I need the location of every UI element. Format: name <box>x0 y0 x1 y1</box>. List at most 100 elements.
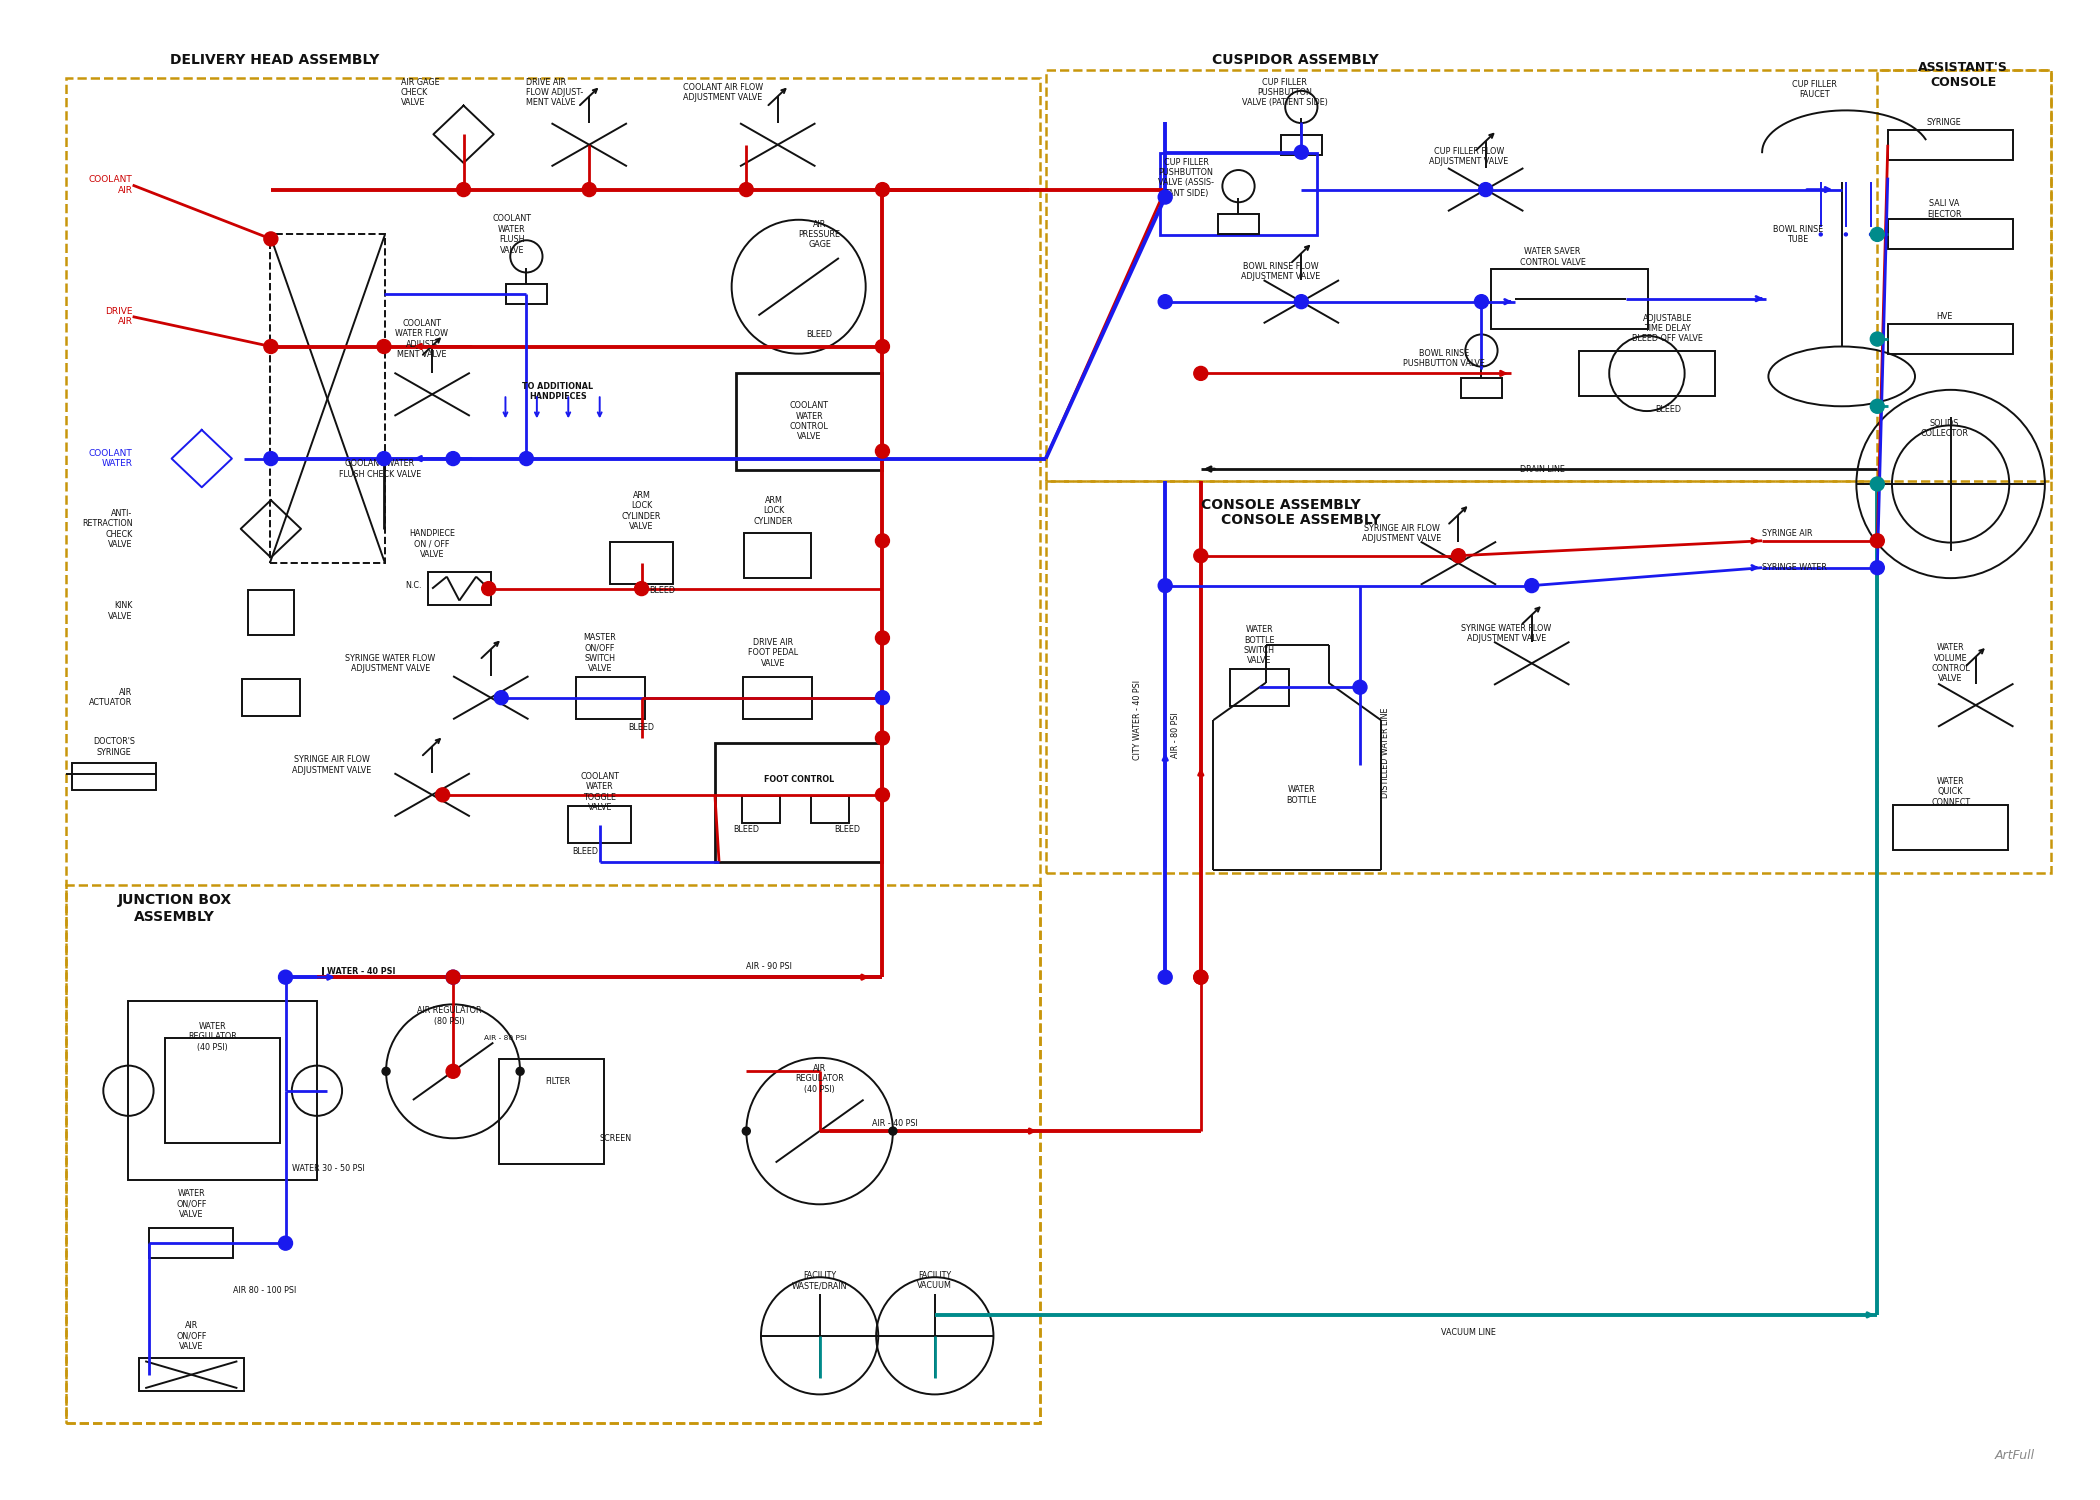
Circle shape <box>519 452 533 465</box>
Text: BOWL RINSE
TUBE: BOWL RINSE TUBE <box>1772 225 1823 245</box>
Text: DISTILLED WATER LINE: DISTILLED WATER LINE <box>1380 708 1390 798</box>
Text: FILTER: FILTER <box>546 1077 571 1086</box>
Text: CUP FILLER
FAUCET: CUP FILLER FAUCET <box>1791 80 1838 99</box>
Text: WATER
QUICK
CONNECT: WATER QUICK CONNECT <box>1932 777 1970 807</box>
Text: JUNCTION BOX
ASSEMBLY: JUNCTION BOX ASSEMBLY <box>118 894 231 924</box>
Bar <box>611 543 672 584</box>
Circle shape <box>279 1236 292 1250</box>
Circle shape <box>1871 561 1884 574</box>
Bar <box>166 1038 279 1143</box>
Bar <box>128 1000 317 1180</box>
Circle shape <box>517 1068 525 1076</box>
Text: WATER
ON/OFF
VALVE: WATER ON/OFF VALVE <box>176 1190 206 1219</box>
Bar <box>248 590 294 634</box>
Circle shape <box>741 1126 750 1136</box>
Text: AIR
PRESSURE
GAGE: AIR PRESSURE GAGE <box>798 219 840 249</box>
Circle shape <box>876 183 890 196</box>
Text: BOWL RINSE
PUSHBUTTON VALVE: BOWL RINSE PUSHBUTTON VALVE <box>1403 350 1485 368</box>
Circle shape <box>1193 970 1208 984</box>
Text: SYRINGE WATER: SYRINGE WATER <box>1762 562 1827 572</box>
Bar <box>1579 351 1716 396</box>
Text: WATER
VOLUME
CONTROL
VALVE: WATER VOLUME CONTROL VALVE <box>1932 644 1970 684</box>
Text: CUP FILLER FLOW
ADJUSTMENT VALVE: CUP FILLER FLOW ADJUSTMENT VALVE <box>1430 147 1508 166</box>
Circle shape <box>1525 579 1539 592</box>
Circle shape <box>445 452 460 465</box>
Circle shape <box>378 452 391 465</box>
Bar <box>65 78 1040 1422</box>
Circle shape <box>445 1065 460 1078</box>
Text: AIR - 80 PSI: AIR - 80 PSI <box>485 1035 527 1041</box>
Bar <box>500 1059 605 1164</box>
Bar <box>714 742 882 862</box>
Circle shape <box>1869 232 1873 236</box>
Circle shape <box>1193 366 1208 381</box>
Text: AIR - 40 PSI: AIR - 40 PSI <box>872 1119 918 1128</box>
Bar <box>1159 153 1317 236</box>
Text: ASSISTANT'S
CONSOLE: ASSISTANT'S CONSOLE <box>1917 60 2008 88</box>
Text: AIR - 80 PSI: AIR - 80 PSI <box>1172 712 1180 758</box>
Text: COOLANT
WATER: COOLANT WATER <box>88 448 132 468</box>
Text: AIR 80 - 100 PSI: AIR 80 - 100 PSI <box>233 1287 296 1296</box>
Text: DRIVE AIR
FLOW ADJUST-
MENT VALVE: DRIVE AIR FLOW ADJUST- MENT VALVE <box>527 78 584 108</box>
Bar <box>269 234 384 562</box>
Bar <box>1877 70 2052 873</box>
Text: FACILITY
VACUUM: FACILITY VACUUM <box>918 1270 951 1290</box>
Circle shape <box>582 183 596 196</box>
Text: DRAIN LINE: DRAIN LINE <box>1520 465 1564 474</box>
Bar <box>1491 268 1649 328</box>
Circle shape <box>876 690 890 705</box>
Bar <box>1046 482 1877 873</box>
Circle shape <box>378 339 391 354</box>
Text: FACILITY
WASTE/DRAIN: FACILITY WASTE/DRAIN <box>792 1270 848 1290</box>
Text: CITY WATER - 40 PSI: CITY WATER - 40 PSI <box>1134 680 1142 760</box>
Circle shape <box>279 970 292 984</box>
Bar <box>1888 130 2014 159</box>
Text: BLEED: BLEED <box>628 723 655 732</box>
Text: MASTER
ON/OFF
SWITCH
VALVE: MASTER ON/OFF SWITCH VALVE <box>584 633 615 674</box>
Circle shape <box>876 730 890 746</box>
Text: COOLANT AIR FLOW
ADJUSTMENT VALVE: COOLANT AIR FLOW ADJUSTMENT VALVE <box>682 82 764 102</box>
Circle shape <box>1159 294 1172 309</box>
Circle shape <box>456 183 470 196</box>
Bar <box>1888 324 2014 354</box>
Circle shape <box>1844 232 1848 236</box>
Circle shape <box>739 183 754 196</box>
Text: SOLIDS
COLLECTOR: SOLIDS COLLECTOR <box>1919 419 1968 438</box>
Text: BLEED: BLEED <box>834 825 859 834</box>
Text: SYRINGE AIR: SYRINGE AIR <box>1762 530 1812 538</box>
Text: ArtFull: ArtFull <box>1995 1449 2035 1462</box>
Text: SYRINGE: SYRINGE <box>1928 118 1961 128</box>
Circle shape <box>1478 183 1493 196</box>
Bar <box>735 372 882 470</box>
Circle shape <box>888 1126 897 1136</box>
Bar <box>1218 214 1260 234</box>
Text: COOLANT
AIR: COOLANT AIR <box>88 176 132 195</box>
Text: HVE: HVE <box>1936 312 1953 321</box>
Circle shape <box>1294 294 1308 309</box>
Text: CUP FILLER
PUSHBUTTON
VALVE (PATIENT SIDE): CUP FILLER PUSHBUTTON VALVE (PATIENT SID… <box>1241 78 1327 108</box>
Text: SYRINGE AIR FLOW
ADJUSTMENT VALVE: SYRINGE AIR FLOW ADJUSTMENT VALVE <box>292 754 372 774</box>
Circle shape <box>634 582 649 596</box>
Bar <box>506 285 548 304</box>
Text: ADJUSTABLE
TIME DELAY
BLEED OFF VALVE: ADJUSTABLE TIME DELAY BLEED OFF VALVE <box>1632 314 1703 344</box>
Text: N.C.: N.C. <box>405 580 422 590</box>
Text: COOLANT WATER
FLUSH CHECK VALVE: COOLANT WATER FLUSH CHECK VALVE <box>338 459 420 478</box>
Text: WATER
BOTTLE
SWITCH
VALVE: WATER BOTTLE SWITCH VALVE <box>1243 626 1275 666</box>
Bar <box>71 764 155 790</box>
Text: COOLANT
WATER
FLUSH
VALVE: COOLANT WATER FLUSH VALVE <box>491 214 531 255</box>
Circle shape <box>1871 332 1884 346</box>
Text: BOWL RINSE FLOW
ADJUSTMENT VALVE: BOWL RINSE FLOW ADJUSTMENT VALVE <box>1241 262 1321 282</box>
Text: AIR REGULATOR
(80 PSI): AIR REGULATOR (80 PSI) <box>416 1007 481 1026</box>
Bar <box>569 806 632 843</box>
Circle shape <box>1871 399 1884 414</box>
Text: AIR
ACTUATOR: AIR ACTUATOR <box>90 688 132 708</box>
Circle shape <box>265 232 277 246</box>
Circle shape <box>876 444 890 458</box>
Bar <box>1888 219 2014 249</box>
Text: HANDPIECE
ON / OFF
VALVE: HANDPIECE ON / OFF VALVE <box>410 530 456 558</box>
Circle shape <box>1871 228 1884 242</box>
Text: DELIVERY HEAD ASSEMBLY: DELIVERY HEAD ASSEMBLY <box>170 53 380 66</box>
Text: BLEED: BLEED <box>806 330 832 339</box>
Text: SALI VA
EJECTOR: SALI VA EJECTOR <box>1928 200 1961 219</box>
Bar <box>1462 378 1502 398</box>
